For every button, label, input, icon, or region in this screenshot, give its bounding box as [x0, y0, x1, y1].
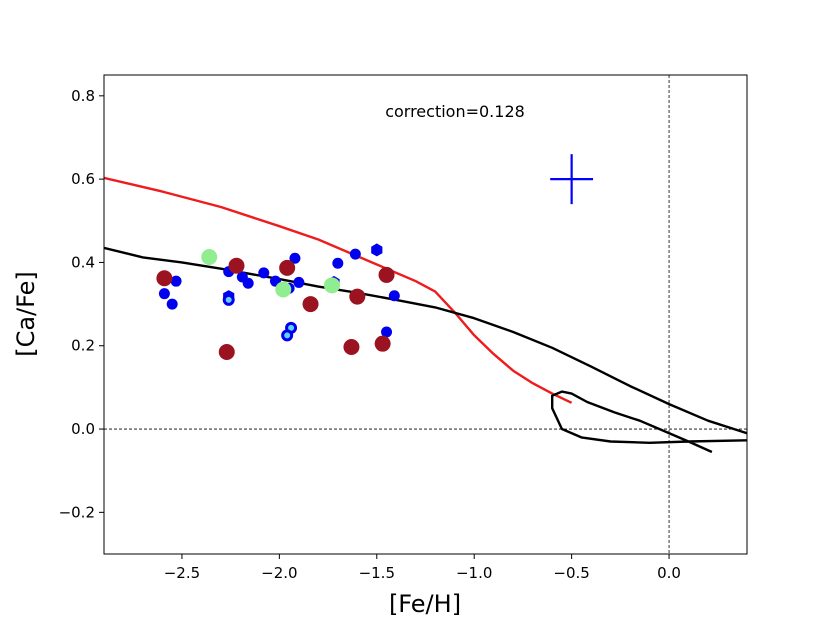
model-curve-2 — [104, 246, 747, 435]
y-tick-label: 0.0 — [71, 420, 95, 438]
model-curve-3 — [551, 390, 747, 454]
x-axis-ticks: −2.5 −2.0 −1.5 −1.0 −0.5 0.0 — [164, 554, 681, 582]
y-tick-label: 0.6 — [71, 170, 95, 188]
data-point — [371, 243, 383, 257]
data-point — [218, 343, 235, 360]
y-tick-label: −0.2 — [59, 503, 95, 521]
data-point — [388, 290, 400, 302]
y-tick-label: 0.2 — [71, 337, 95, 355]
data-point — [222, 293, 235, 306]
data-point — [374, 335, 391, 352]
y-axis-title: [Ca/Fe] — [12, 271, 40, 357]
data-point — [293, 276, 305, 288]
x-tick-label: −1.0 — [456, 564, 492, 582]
data-point — [279, 259, 296, 276]
y-tick-label: 0.4 — [71, 253, 95, 271]
plot-frame — [103, 74, 748, 555]
data-point — [343, 338, 360, 355]
data-point — [158, 288, 170, 300]
data-point — [302, 296, 319, 313]
x-tick-label: −2.5 — [164, 564, 200, 582]
x-axis-title: [Fe/H] — [389, 590, 461, 618]
data-point — [170, 275, 182, 287]
data-point — [349, 248, 361, 260]
data-point — [275, 281, 292, 298]
x-tick-label: −0.5 — [553, 564, 589, 582]
data-point — [332, 257, 344, 269]
data-point — [258, 267, 270, 279]
data-point — [228, 257, 245, 274]
data-points — [156, 243, 400, 360]
x-tick-label: −1.5 — [359, 564, 395, 582]
data-point — [289, 252, 301, 264]
data-point — [281, 329, 294, 342]
data-point — [156, 270, 173, 287]
x-tick-label: −2.0 — [261, 564, 297, 582]
correction-annotation: correction=0.128 — [385, 102, 525, 121]
data-point — [201, 249, 218, 266]
error-bar — [550, 154, 594, 205]
reference-lines — [104, 75, 747, 554]
model-curves — [104, 176, 747, 454]
model-curve-1 — [104, 176, 573, 404]
data-point — [381, 326, 393, 338]
data-point — [323, 277, 340, 294]
data-point — [378, 266, 395, 283]
data-point — [166, 298, 178, 310]
data-point — [349, 288, 366, 305]
x-tick-label: 0.0 — [657, 564, 681, 582]
y-tick-label: 0.8 — [71, 87, 95, 105]
data-point — [242, 277, 254, 289]
y-axis-ticks: −0.2 0.0 0.2 0.4 0.6 0.8 — [59, 87, 104, 521]
